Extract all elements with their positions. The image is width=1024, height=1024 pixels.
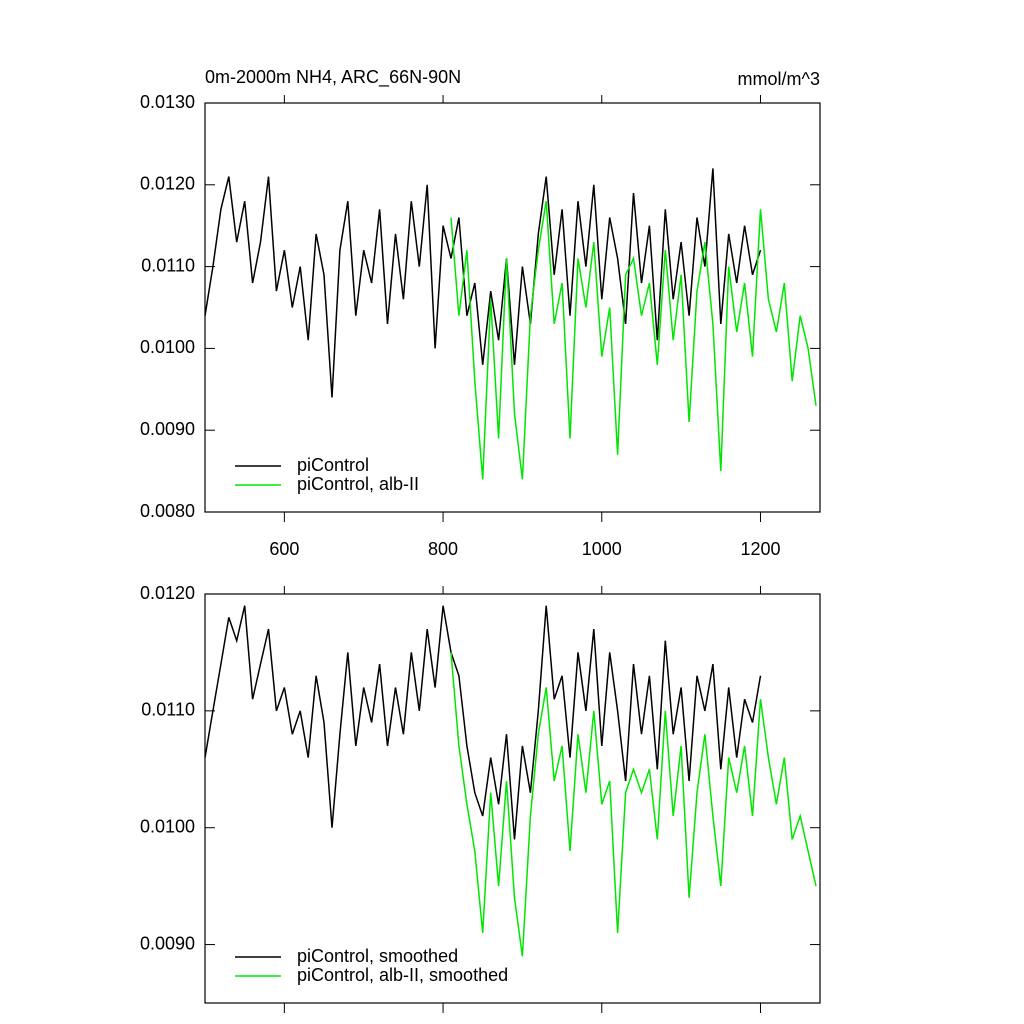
y-tick-label: 0.0100 bbox=[140, 337, 195, 357]
legend-label: piControl, smoothed bbox=[297, 946, 458, 966]
data-line bbox=[450, 201, 817, 480]
x-tick-label: 1000 bbox=[582, 539, 622, 559]
units-label: mmol/m^3 bbox=[738, 69, 820, 89]
legend-label: piControl bbox=[297, 455, 369, 475]
y-tick-label: 0.0120 bbox=[140, 583, 195, 603]
legend-label: piControl, alb-II bbox=[297, 474, 419, 494]
y-tick-label: 0.0090 bbox=[140, 419, 195, 439]
y-tick-label: 0.0090 bbox=[140, 933, 195, 953]
data-line bbox=[204, 605, 762, 840]
x-tick-label: 800 bbox=[428, 539, 458, 559]
data-line bbox=[204, 168, 762, 398]
chart-title: 0m-2000m NH4, ARC_66N-90N bbox=[205, 67, 461, 88]
plot-frame bbox=[204, 593, 821, 1004]
x-tick-label: 600 bbox=[269, 539, 299, 559]
y-tick-label: 0.0130 bbox=[140, 92, 195, 112]
data-line bbox=[450, 652, 817, 957]
legend-label: piControl, alb-II, smoothed bbox=[297, 965, 508, 985]
y-tick-label: 0.0080 bbox=[140, 501, 195, 521]
y-tick-label: 0.0110 bbox=[141, 700, 195, 720]
plot-frame bbox=[204, 102, 821, 513]
x-tick-label: 1200 bbox=[740, 539, 780, 559]
y-tick-label: 0.0100 bbox=[140, 816, 195, 836]
y-tick-label: 0.0120 bbox=[140, 174, 195, 194]
y-tick-label: 0.0110 bbox=[141, 255, 195, 275]
